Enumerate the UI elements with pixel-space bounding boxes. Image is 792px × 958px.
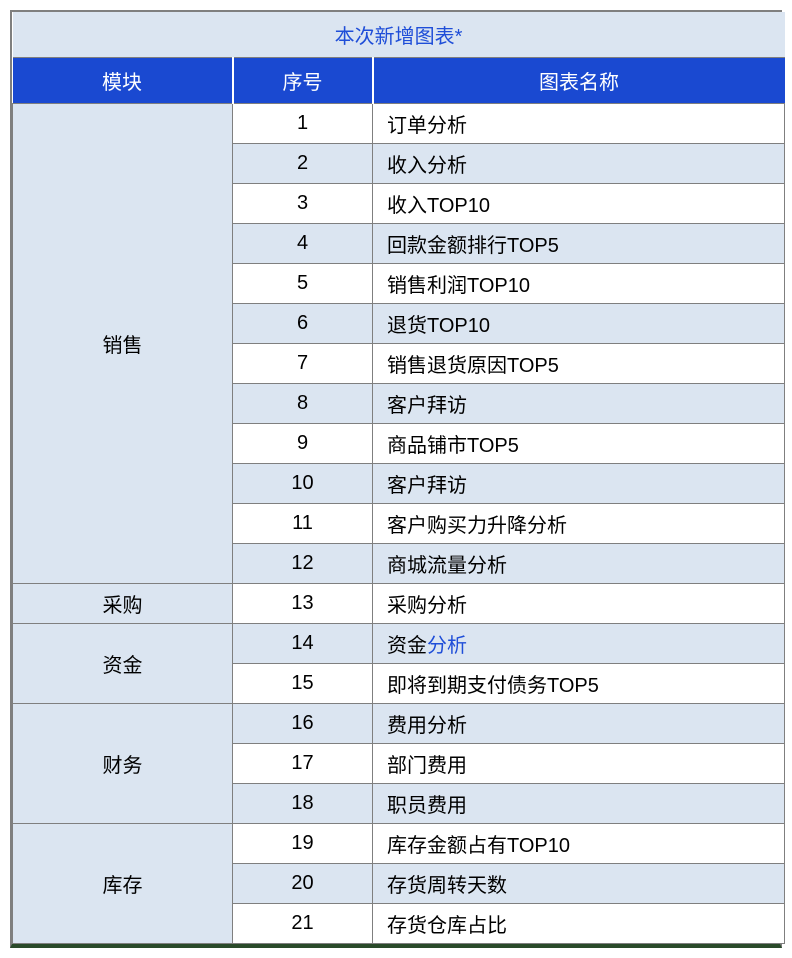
module-cell: 资金 — [13, 624, 233, 704]
name-cell: 商城流量分析 — [373, 544, 785, 584]
number-cell: 7 — [233, 344, 373, 384]
table-row: 财务16费用分析 — [13, 704, 785, 744]
module-cell: 销售 — [13, 104, 233, 584]
number-cell: 17 — [233, 744, 373, 784]
name-cell: 即将到期支付债务TOP5 — [373, 664, 785, 704]
table-row: 销售1订单分析 — [13, 104, 785, 144]
number-cell: 10 — [233, 464, 373, 504]
table-header-row: 模块 序号 图表名称 — [13, 58, 785, 104]
number-cell: 20 — [233, 864, 373, 904]
table-row: 采购13采购分析 — [13, 584, 785, 624]
name-text-part: 分析 — [427, 635, 467, 657]
name-cell: 销售利润TOP10 — [373, 264, 785, 304]
number-cell: 3 — [233, 184, 373, 224]
number-cell: 5 — [233, 264, 373, 304]
number-cell: 21 — [233, 904, 373, 944]
number-cell: 2 — [233, 144, 373, 184]
table-title: 本次新增图表* — [13, 12, 785, 58]
name-text-part: 资金 — [387, 635, 427, 657]
table-row: 资金 14资金分析 — [13, 624, 785, 664]
number-cell: 15 — [233, 664, 373, 704]
module-cell: 库存 — [13, 824, 233, 944]
name-cell: 回款金额排行TOP5 — [373, 224, 785, 264]
name-cell: 费用分析 — [373, 704, 785, 744]
column-header-name: 图表名称 — [373, 58, 785, 104]
table-body: 销售1订单分析2收入分析3收入TOP104回款金额排行TOP55销售利润TOP1… — [13, 104, 785, 944]
name-cell: 存货周转天数 — [373, 864, 785, 904]
name-cell: 客户拜访 — [373, 464, 785, 504]
name-cell: 资金分析 — [373, 624, 785, 664]
name-cell: 采购分析 — [373, 584, 785, 624]
number-cell: 1 — [233, 104, 373, 144]
name-cell: 存货仓库占比 — [373, 904, 785, 944]
table-title-row: 本次新增图表* — [13, 12, 785, 58]
number-cell: 12 — [233, 544, 373, 584]
number-cell: 13 — [233, 584, 373, 624]
name-cell: 客户购买力升降分析 — [373, 504, 785, 544]
number-cell: 18 — [233, 784, 373, 824]
name-cell: 订单分析 — [373, 104, 785, 144]
module-cell: 财务 — [13, 704, 233, 824]
number-cell: 11 — [233, 504, 373, 544]
data-table: 本次新增图表* 模块 序号 图表名称 销售1订单分析2收入分析3收入TOP104… — [12, 12, 785, 944]
number-cell: 16 — [233, 704, 373, 744]
name-cell: 商品铺市TOP5 — [373, 424, 785, 464]
module-cell: 采购 — [13, 584, 233, 624]
number-cell: 6 — [233, 304, 373, 344]
chart-list-table: 本次新增图表* 模块 序号 图表名称 销售1订单分析2收入分析3收入TOP104… — [10, 10, 782, 948]
name-cell: 销售退货原因TOP5 — [373, 344, 785, 384]
name-cell: 退货TOP10 — [373, 304, 785, 344]
name-cell: 客户拜访 — [373, 384, 785, 424]
name-cell: 收入TOP10 — [373, 184, 785, 224]
number-cell: 9 — [233, 424, 373, 464]
number-cell: 8 — [233, 384, 373, 424]
name-cell: 收入分析 — [373, 144, 785, 184]
name-cell: 部门费用 — [373, 744, 785, 784]
column-header-module: 模块 — [13, 58, 233, 104]
name-cell: 职员费用 — [373, 784, 785, 824]
column-header-number: 序号 — [233, 58, 373, 104]
number-cell: 14 — [233, 624, 373, 664]
number-cell: 4 — [233, 224, 373, 264]
